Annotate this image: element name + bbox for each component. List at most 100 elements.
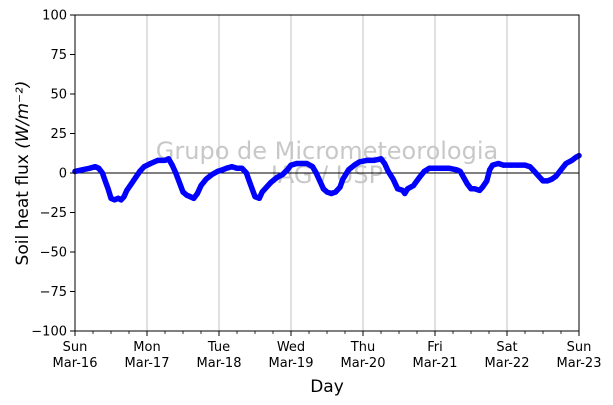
data-point: [223, 165, 229, 171]
x-tick-label-date: Mar-22: [485, 356, 530, 371]
x-tick-label-date: Mar-20: [341, 356, 386, 371]
data-point: [180, 189, 186, 195]
data-point: [378, 156, 384, 162]
data-point: [563, 160, 569, 167]
data-point: [176, 179, 182, 186]
data-point: [457, 168, 463, 174]
y-tick-label: 100: [42, 9, 67, 24]
data-point: [239, 165, 245, 171]
data-point: [508, 162, 514, 168]
data-point: [198, 183, 204, 189]
data-point: [569, 157, 575, 163]
data-point: [553, 173, 559, 179]
x-tick-label-date: Mar-16: [53, 356, 98, 371]
y-tick-label: 50: [50, 88, 67, 103]
data-point: [558, 167, 564, 173]
series-layer: [72, 152, 582, 203]
x-tick-label-date: Mar-18: [197, 356, 242, 371]
watermark-line-1: Grupo de Micrometeorologia: [156, 137, 498, 165]
data-point: [128, 181, 134, 187]
data-point: [495, 160, 501, 167]
data-point: [132, 175, 139, 181]
y-axis-title: Soil heat flux (W/m⁻²): [13, 81, 33, 266]
data-point: [79, 167, 85, 173]
data-point: [274, 175, 280, 181]
data-point: [385, 168, 391, 174]
data-point: [416, 175, 422, 181]
data-point: [536, 173, 542, 179]
data-point: [410, 183, 416, 189]
data-point: [249, 186, 255, 192]
y-tick-label: −25: [40, 206, 67, 221]
data-point: [402, 190, 408, 197]
data-point: [288, 162, 294, 168]
y-axis-title-text: Soil heat flux: [13, 149, 33, 266]
x-tick-label-day: Sat: [496, 340, 517, 355]
y-tick-label: −100: [31, 325, 67, 340]
data-point: [405, 186, 411, 192]
data-point: [446, 165, 452, 171]
data-point: [346, 167, 352, 173]
data-point: [148, 160, 154, 167]
data-point: [194, 190, 200, 197]
data-point: [124, 187, 130, 193]
data-point: [337, 184, 343, 190]
data-point: [259, 189, 265, 195]
x-tick-label-day: Sun: [63, 340, 88, 355]
x-tick-label-date: Mar-21: [413, 356, 458, 371]
data-point: [371, 157, 377, 163]
x-axis-title: Day: [310, 377, 344, 397]
data-point: [191, 195, 197, 201]
x-tick-label-date: Mar-23: [557, 356, 602, 371]
data-point: [169, 162, 175, 168]
data-point: [320, 186, 326, 192]
data-point: [299, 160, 305, 167]
data-point: [246, 178, 252, 184]
data-point: [395, 186, 401, 192]
data-point: [256, 195, 262, 201]
data-point: [364, 157, 370, 163]
data-point: [472, 186, 478, 192]
data-point: [484, 178, 490, 184]
data-point: [340, 176, 346, 182]
data-point: [461, 175, 467, 181]
data-point: [333, 189, 339, 195]
y-tick-label: 75: [50, 48, 67, 63]
data-point: [432, 165, 438, 171]
data-point: [549, 176, 555, 182]
data-point: [487, 167, 493, 173]
x-tick-label-day: Fri: [427, 340, 443, 355]
data-point: [421, 168, 427, 174]
y-tick-label: 0: [59, 167, 67, 182]
data-point: [173, 170, 179, 176]
x-tick-label-date: Mar-19: [269, 356, 314, 371]
data-point: [544, 178, 550, 184]
data-point: [522, 162, 528, 168]
y-axis-ticks: −100 −75 −50 −25 0 25 50 75 100: [31, 9, 75, 340]
data-point: [540, 178, 546, 184]
data-point: [155, 157, 161, 163]
data-point: [531, 168, 538, 174]
data-point: [515, 162, 521, 168]
data-point: [166, 156, 172, 162]
data-point: [464, 181, 470, 187]
data-point: [209, 172, 215, 178]
data-point: [203, 176, 209, 182]
data-point: [351, 162, 357, 168]
data-point: [490, 162, 496, 168]
y-tick-label: −50: [40, 246, 67, 261]
x-tick-label-day: Tue: [207, 340, 230, 355]
data-point: [284, 167, 290, 173]
x-tick-label-date: Mar-17: [125, 356, 170, 371]
data-point: [121, 194, 127, 200]
data-point: [268, 179, 274, 186]
y-tick-label: −75: [40, 285, 67, 300]
data-point: [229, 164, 235, 170]
data-point: [141, 164, 147, 170]
data-point: [137, 168, 143, 174]
x-tick-label-day: Mon: [133, 340, 160, 355]
data-point: [439, 165, 445, 171]
data-point: [252, 194, 258, 200]
data-point: [243, 170, 249, 176]
data-point: [527, 164, 533, 170]
